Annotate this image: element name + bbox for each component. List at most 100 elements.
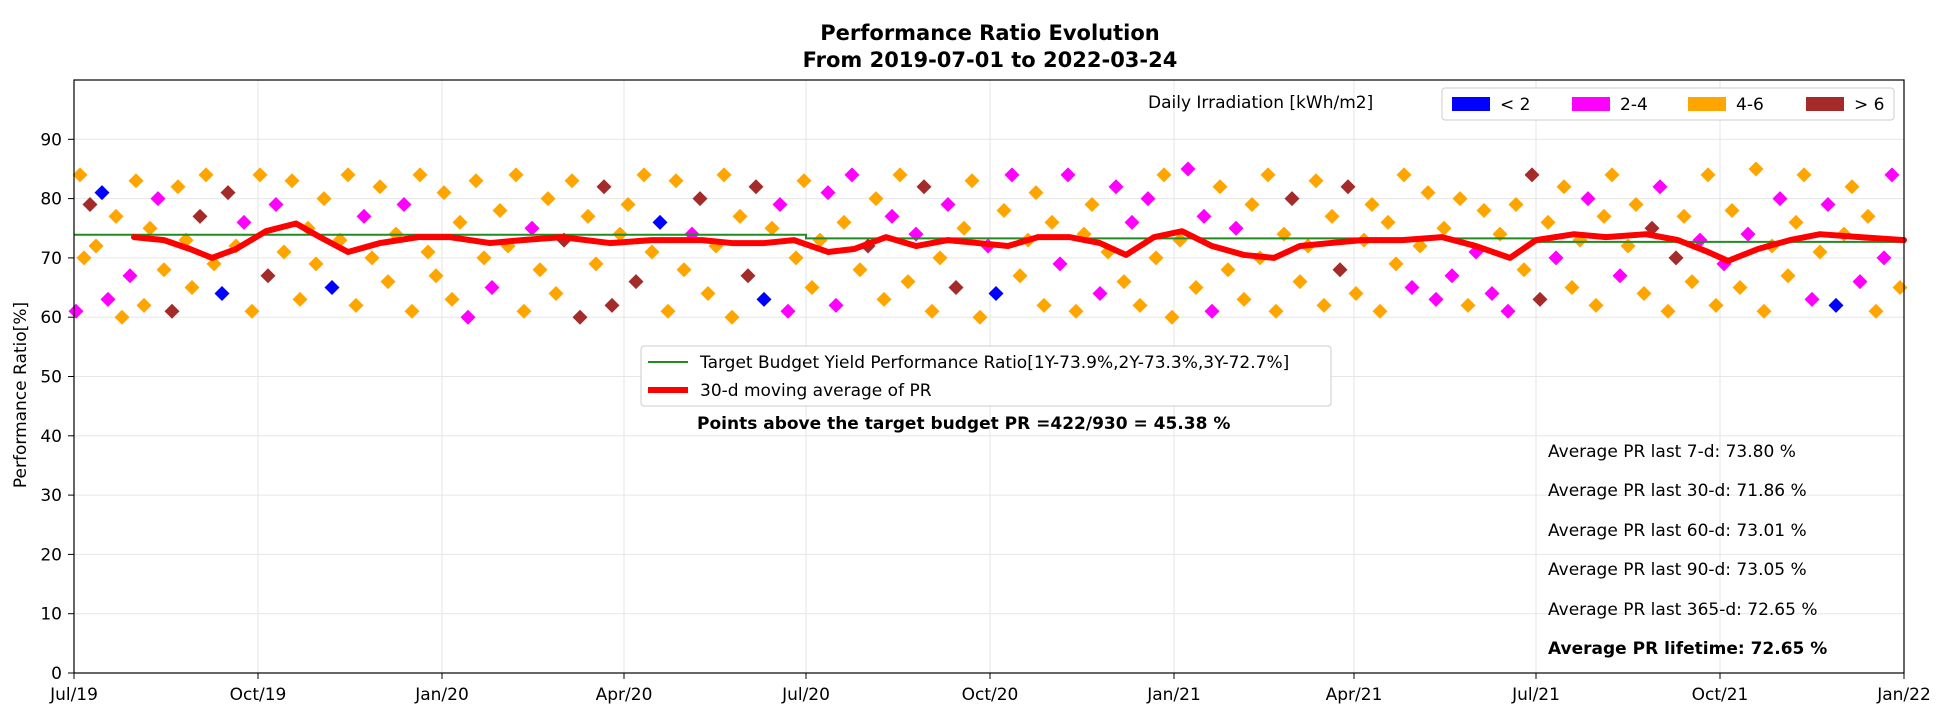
pr-point <box>114 309 130 325</box>
pr-point <box>788 250 804 266</box>
pr-point <box>764 220 780 236</box>
y-tick-label: 20 <box>40 545 62 565</box>
pr-point <box>348 297 364 313</box>
pr-point <box>692 191 708 207</box>
pr-point <box>1420 185 1436 201</box>
pr-point <box>1084 197 1100 213</box>
pr-point <box>876 291 892 307</box>
pr-point <box>1524 167 1540 183</box>
pr-point <box>108 208 124 224</box>
irradiation-legend-label: > 6 <box>1854 95 1884 115</box>
y-tick-label: 80 <box>40 190 62 210</box>
y-tick-label: 90 <box>40 130 62 150</box>
pr-point <box>396 197 412 213</box>
series-legend: Target Budget Yield Performance Ratio[1Y… <box>640 345 1332 407</box>
series-lines <box>74 220 1907 264</box>
pr-point <box>1708 297 1724 313</box>
pr-point <box>1492 226 1508 242</box>
chart-subtitle: From 2019-07-01 to 2022-03-24 <box>803 48 1178 72</box>
pr-point <box>1772 191 1788 207</box>
pr-point <box>716 167 732 183</box>
points-above-annotation: Points above the target budget PR =422/9… <box>697 414 1230 434</box>
pr-point <box>1372 303 1388 319</box>
irradiation-swatch <box>1688 97 1726 111</box>
pr-point <box>1860 208 1876 224</box>
pr-point <box>564 173 580 189</box>
pr-point <box>214 285 230 301</box>
chart-title: Performance Ratio Evolution <box>820 21 1159 45</box>
series-legend-frame <box>640 345 1332 407</box>
pr-point <box>1124 214 1140 230</box>
pr-point <box>1532 291 1548 307</box>
pr-point <box>1548 250 1564 266</box>
pr-point <box>732 208 748 224</box>
pr-point <box>1028 185 1044 201</box>
pr-point <box>1812 244 1828 260</box>
pr-point <box>580 208 596 224</box>
pr-point <box>1180 161 1196 177</box>
pr-point <box>1244 197 1260 213</box>
pr-point <box>142 220 158 236</box>
pr-point <box>1828 297 1844 313</box>
pr-point <box>412 167 428 183</box>
pr-point <box>628 274 644 290</box>
pr-point <box>364 250 380 266</box>
pr-point <box>908 226 924 242</box>
pr-point <box>1540 214 1556 230</box>
x-tick-label: Jan/21 <box>1146 685 1201 705</box>
pr-point <box>1564 280 1580 296</box>
pr-point <box>588 256 604 272</box>
pr-point <box>660 303 676 319</box>
pr-point <box>276 244 292 260</box>
y-axis-ticks: 0 10 20 30 40 50 60 70 80 90 <box>40 130 74 684</box>
pr-point <box>1004 167 1020 183</box>
x-axis-ticks: Jul/19 Oct/19 Jan/20 Apr/20 Jul/20 Oct/20 Jan/… <box>49 673 1931 705</box>
pr-point <box>964 173 980 189</box>
irradiation-legend-frame <box>1441 87 1895 121</box>
pr-point <box>72 167 88 183</box>
pr-point <box>404 303 420 319</box>
pr-point <box>924 303 940 319</box>
pr-point <box>1748 161 1764 177</box>
pr-point <box>192 208 208 224</box>
pr-point <box>1036 297 1052 313</box>
pr-point <box>1380 214 1396 230</box>
pr-stats: Average PR last 7-d: 73.80 % Average PR l… <box>1548 442 1817 620</box>
pr-point <box>100 291 116 307</box>
pr-point <box>372 179 388 195</box>
pr-point <box>1804 291 1820 307</box>
pr-point <box>1116 274 1132 290</box>
pr-point <box>1340 179 1356 195</box>
pr-point <box>1460 297 1476 313</box>
pr-point <box>740 268 756 284</box>
pr-point <box>1308 173 1324 189</box>
pr-point <box>220 185 236 201</box>
pr-point <box>484 280 500 296</box>
pr-point <box>1324 208 1340 224</box>
pr-point <box>1132 297 1148 313</box>
pr-point <box>156 262 172 278</box>
pr-point <box>868 191 884 207</box>
pr-point <box>260 268 276 284</box>
pr-point <box>1484 285 1500 301</box>
x-tick-label: Apr/21 <box>1326 685 1383 705</box>
pr-point <box>1788 214 1804 230</box>
pr-point <box>1012 268 1028 284</box>
pr-point <box>932 250 948 266</box>
x-tick-label: Jul/20 <box>781 685 830 705</box>
pr-point <box>948 280 964 296</box>
irradiation-legend-label: 4-6 <box>1736 95 1764 115</box>
pr-point <box>1068 303 1084 319</box>
x-tick-label: Apr/20 <box>596 685 653 705</box>
pr-point <box>122 268 138 284</box>
pr-point <box>1780 268 1796 284</box>
y-tick-label: 70 <box>40 249 62 269</box>
pr-point <box>308 256 324 272</box>
y-axis-label: Performance Ratio[%] <box>11 302 31 488</box>
pr-point <box>1164 309 1180 325</box>
moving-average-line <box>131 220 1907 264</box>
pr-point <box>420 244 436 260</box>
moving-average-legend-label: 30-d moving average of PR <box>700 381 932 401</box>
pr-point <box>436 185 452 201</box>
